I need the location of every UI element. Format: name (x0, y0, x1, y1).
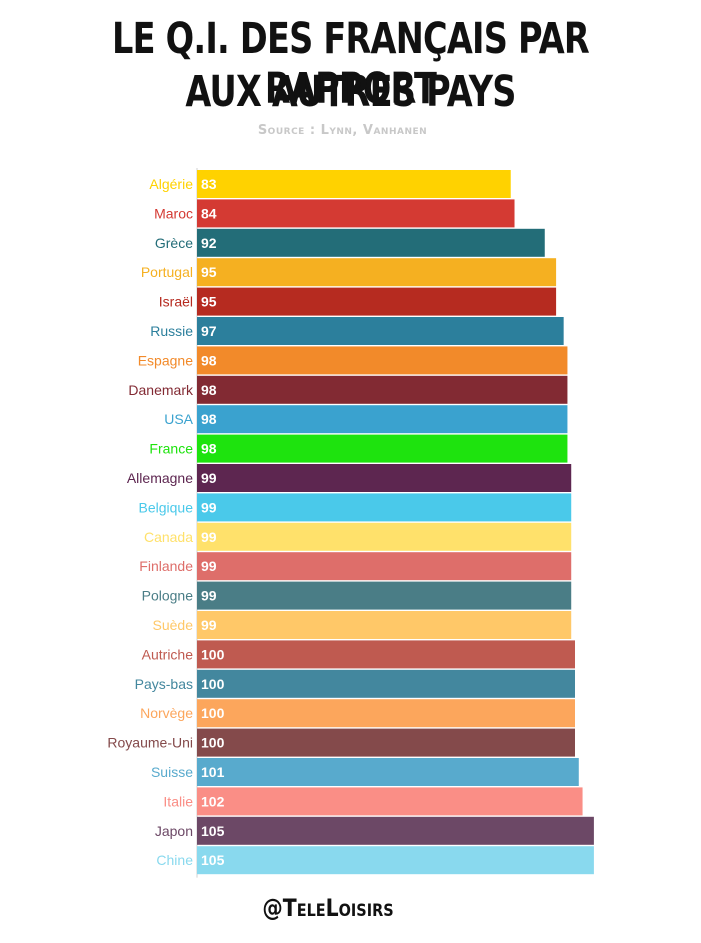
category-label: Danemark (128, 382, 194, 398)
value-label: 102 (201, 793, 225, 809)
category-label: Suisse (151, 764, 193, 780)
value-label: 99 (201, 470, 217, 486)
category-label: Canada (144, 529, 193, 545)
category-label: Italie (163, 793, 193, 809)
value-label: 98 (201, 411, 217, 427)
category-label: Espagne (138, 352, 193, 368)
bar-suisse (197, 758, 579, 786)
bar-finlande (197, 552, 572, 581)
value-label: 100 (201, 676, 225, 692)
value-label: 101 (201, 764, 225, 780)
chart-title-line1: LE Q.I. DES FRANÇAIS PAR RAPPORT (112, 14, 590, 114)
category-label: Norvège (140, 705, 193, 721)
bar-allemagne (197, 464, 572, 492)
chart-source: Source : Lynn, Vanhanen (257, 123, 428, 138)
footer-handle: @TeleLoisirs (262, 894, 394, 922)
bar-gr-ce (197, 228, 545, 257)
bar-chine (197, 846, 594, 875)
bar-canada (197, 522, 572, 551)
category-label: Algérie (149, 176, 193, 192)
category-label: Pologne (142, 588, 194, 604)
chart-title-line2: AUX AUTRES PAYS (185, 67, 516, 117)
value-label: 98 (201, 382, 217, 398)
value-label: 100 (201, 735, 225, 751)
value-label: 92 (201, 235, 217, 251)
category-label: Japon (155, 823, 193, 839)
category-label: Autriche (142, 646, 194, 662)
value-label: 95 (201, 294, 217, 310)
bar-alg-rie (197, 170, 511, 198)
bar-maroc (197, 199, 515, 228)
value-label: 105 (201, 852, 225, 868)
category-label: Suède (153, 617, 194, 633)
category-label: Royaume-Uni (107, 735, 193, 751)
value-label: 97 (201, 323, 217, 339)
value-label: 99 (201, 529, 217, 545)
value-label: 100 (201, 705, 225, 721)
value-label: 105 (201, 823, 225, 839)
value-label: 84 (201, 205, 217, 221)
value-label: 99 (201, 588, 217, 604)
bar-espagne (197, 346, 568, 375)
category-label: USA (164, 411, 193, 427)
category-label: Allemagne (127, 470, 193, 486)
category-label: Maroc (154, 205, 193, 221)
bar-france (197, 434, 568, 463)
bar-royaume-uni (197, 728, 575, 757)
bar-autriche (197, 640, 575, 669)
value-label: 95 (201, 264, 217, 280)
category-label: France (149, 441, 193, 457)
bar-belgique (197, 493, 572, 522)
value-label: 99 (201, 617, 217, 633)
bar-danemark (197, 375, 568, 404)
category-label: Chine (156, 852, 193, 868)
value-label: 100 (201, 646, 225, 662)
bar-norv-ge (197, 699, 575, 728)
value-label: 98 (201, 352, 217, 368)
value-label: 98 (201, 441, 217, 457)
category-label: Belgique (139, 499, 194, 515)
category-label: Pays-bas (135, 676, 193, 692)
category-label: Portugal (141, 264, 193, 280)
category-label: Finlande (139, 558, 193, 574)
bar-japon (197, 816, 594, 845)
bar-pays-bas (197, 669, 575, 698)
bar-pologne (197, 581, 572, 610)
category-label: Russie (150, 323, 193, 339)
bar-isra-l (197, 287, 557, 316)
value-label: 83 (201, 176, 217, 192)
value-label: 99 (201, 558, 217, 574)
bar-russie (197, 317, 564, 345)
bar-portugal (197, 258, 557, 287)
bar-su-de (197, 611, 572, 639)
category-label: Israël (159, 294, 193, 310)
category-label: Grèce (155, 235, 193, 251)
bar-usa (197, 405, 568, 434)
value-label: 99 (201, 499, 217, 515)
bar-italie (197, 787, 583, 816)
